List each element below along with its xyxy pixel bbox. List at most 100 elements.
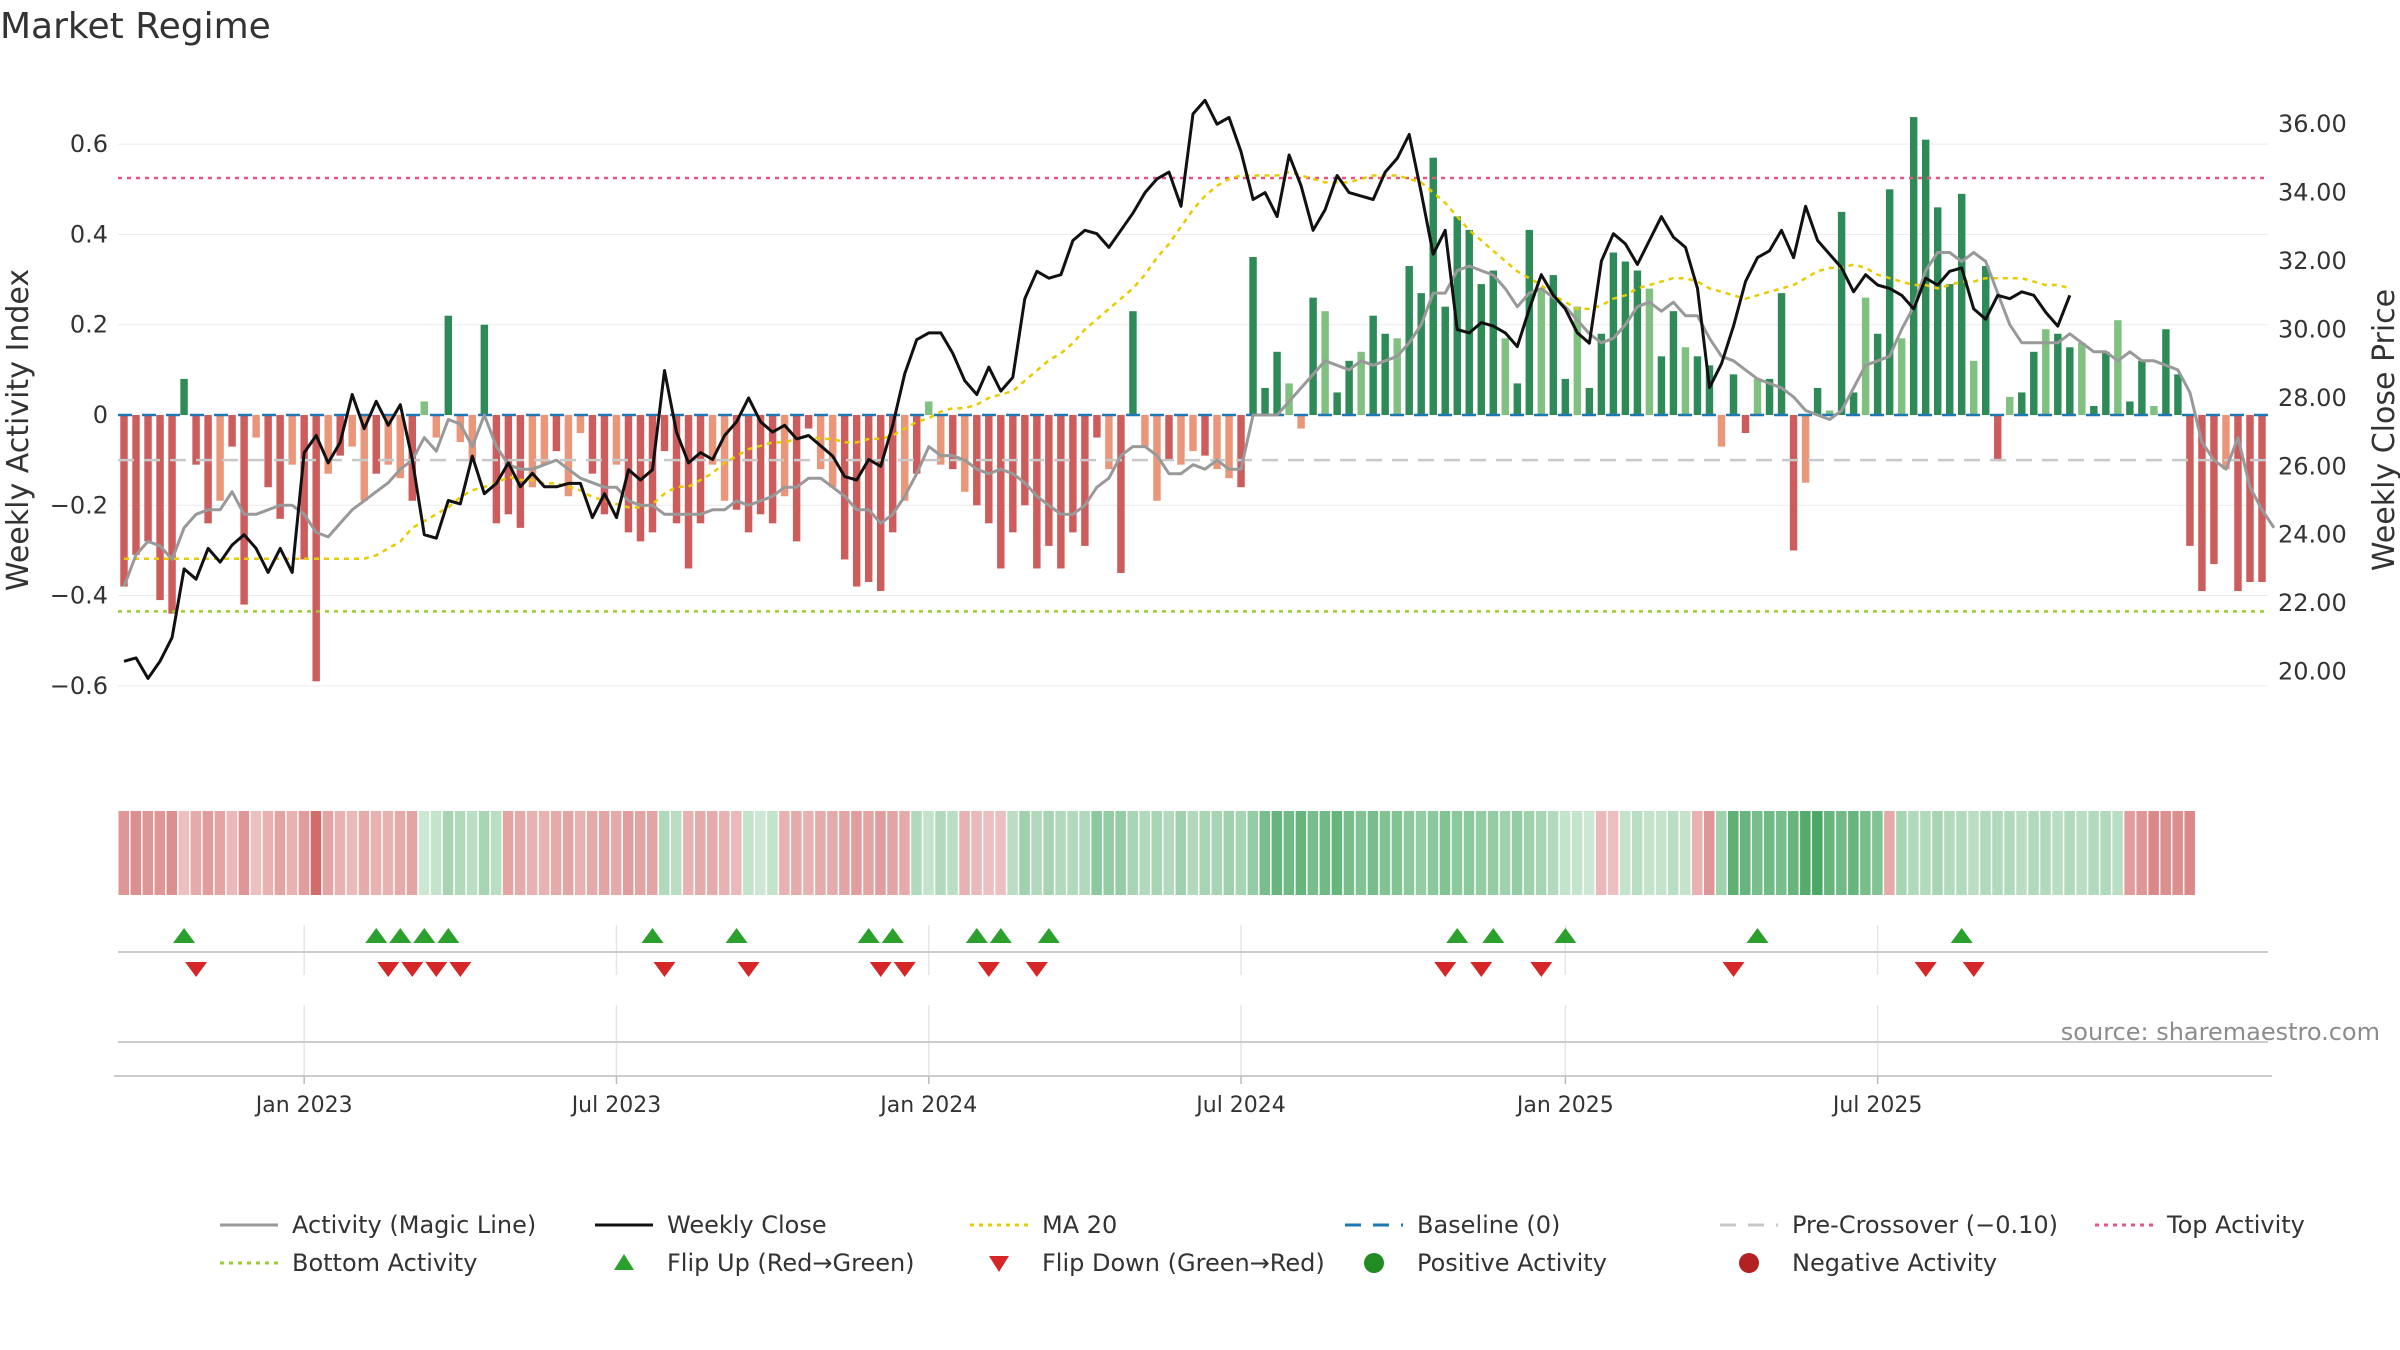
legend-item: Baseline (0) [1345, 1211, 1560, 1239]
activity-bar [540, 415, 549, 465]
activity-bar [168, 415, 176, 614]
activity-bar [1765, 378, 1774, 415]
regime-cell [1223, 811, 1235, 895]
regime-cell [1764, 811, 1775, 895]
activity-bar [552, 415, 561, 452]
regime-cell [1115, 811, 1126, 895]
x-tick-label: Jul 2025 [1831, 1093, 1923, 1118]
activity-bar [192, 415, 200, 465]
activity-bar [1105, 415, 1113, 470]
activity-bar [1621, 261, 1630, 415]
activity-bar [1381, 333, 1389, 415]
regime-cell [1872, 811, 1883, 895]
regime-cell [2148, 811, 2159, 895]
activity-bar [252, 415, 260, 438]
activity-bar [348, 415, 356, 447]
activity-bar [1597, 333, 1606, 415]
activity-bar [961, 415, 969, 492]
regime-cell [659, 811, 670, 895]
regime-cell [166, 811, 178, 895]
regime-cell [334, 811, 346, 895]
regime-cell [1800, 811, 1811, 895]
activity-bar [156, 415, 164, 601]
regime-cell [2040, 811, 2051, 895]
regime-cell [1307, 811, 1319, 895]
regime-cell [2112, 811, 2123, 895]
regime-cell [2160, 811, 2171, 895]
regime-cell [2172, 811, 2183, 895]
legend-item: Negative Activity [1739, 1249, 1997, 1277]
regime-cell [1067, 811, 1078, 895]
regime-cell [526, 811, 538, 895]
activity-bar [2114, 320, 2122, 415]
activity-bar [204, 415, 212, 524]
regime-cell [1475, 811, 1487, 895]
regime-cell [1379, 811, 1391, 895]
regime-cell [2136, 811, 2147, 895]
y-axis-left-label: Weekly Activity Index [1, 269, 36, 591]
activity-bar [1093, 415, 1101, 438]
regime-cell [1547, 811, 1559, 895]
regime-cell [1884, 811, 1895, 895]
activity-bar [612, 415, 621, 465]
activity-bar [228, 415, 236, 447]
regime-cell [1667, 811, 1679, 895]
y-right-tick-label: 30.00 [2278, 315, 2347, 343]
activity-bar [2186, 415, 2194, 546]
regime-cell [743, 811, 754, 895]
activity-bar [1585, 387, 1594, 415]
y-right-tick-label: 34.00 [2278, 179, 2347, 207]
activity-bar [288, 415, 296, 465]
regime-cell [1103, 811, 1114, 895]
activity-bar [1549, 275, 1558, 415]
regime-cell [370, 811, 382, 895]
regime-cell [2088, 811, 2099, 895]
activity-bar [1994, 415, 2002, 461]
flip-down-marker [1722, 962, 1745, 977]
legend-label: Positive Activity [1417, 1249, 1607, 1277]
regime-cell [1055, 811, 1066, 895]
regime-cell [1655, 811, 1667, 895]
regime-cell [1175, 811, 1186, 895]
regime-cell [1691, 811, 1703, 895]
x-tick-label: Jan 2025 [1515, 1093, 1614, 1118]
regime-cell [2016, 811, 2027, 895]
activity-bar [2234, 415, 2242, 592]
activity-bar [780, 415, 789, 497]
activity-bar [1117, 415, 1125, 573]
regime-cell [1247, 811, 1259, 895]
regime-cell [947, 811, 958, 895]
regime-cell [1631, 811, 1643, 895]
regime-cell [2124, 811, 2135, 895]
activity-bar [1141, 415, 1149, 447]
activity-bar [588, 415, 597, 474]
activity-bar [1057, 415, 1065, 569]
activity-bar [1970, 360, 1978, 415]
regime-cell [755, 811, 766, 895]
activity-bar [468, 415, 477, 461]
regime-cell [562, 811, 574, 895]
legend-label: Flip Down (Green→Red) [1042, 1249, 1325, 1277]
regime-cell [490, 811, 502, 895]
regime-cell [1271, 811, 1283, 895]
y-axis-left: 0.6 0.4 0.2 0 −0.2 −0.4 −0.6 [50, 130, 108, 700]
activity-bar [1273, 351, 1281, 415]
regime-cell [815, 811, 826, 895]
activity-bar [2054, 333, 2062, 415]
regime-cell [2052, 811, 2063, 895]
y-left-tick-label: −0.6 [50, 672, 108, 700]
regime-cell [154, 811, 166, 895]
regime-cell [1740, 811, 1751, 895]
activity-bar [480, 324, 489, 415]
activity-bar [1933, 207, 1942, 415]
regime-cell [1523, 811, 1535, 895]
flip-down-marker [425, 962, 448, 977]
activity-bar [1982, 266, 1990, 415]
activity-bar [672, 415, 681, 524]
activity-bar [2006, 396, 2014, 415]
regime-cell [1127, 811, 1138, 895]
legend-label: Activity (Magic Line) [292, 1211, 536, 1239]
activity-bar [1657, 356, 1666, 415]
activity-bar [840, 415, 849, 560]
flip-up-marker [1037, 928, 1060, 943]
